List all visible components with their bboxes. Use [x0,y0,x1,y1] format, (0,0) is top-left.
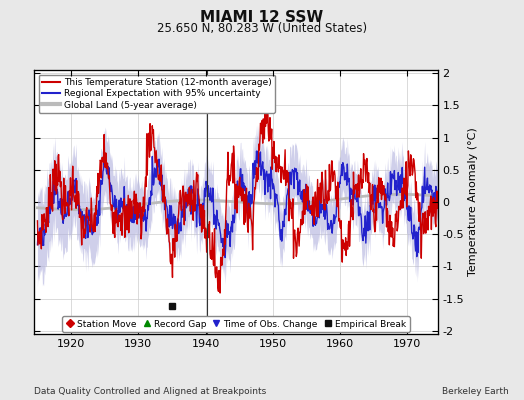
Y-axis label: Temperature Anomaly (°C): Temperature Anomaly (°C) [468,128,478,276]
Text: Data Quality Controlled and Aligned at Breakpoints: Data Quality Controlled and Aligned at B… [34,387,266,396]
Text: MIAMI 12 SSW: MIAMI 12 SSW [200,10,324,25]
Text: 25.650 N, 80.283 W (United States): 25.650 N, 80.283 W (United States) [157,22,367,35]
Legend: Station Move, Record Gap, Time of Obs. Change, Empirical Break: Station Move, Record Gap, Time of Obs. C… [62,316,410,332]
Text: Berkeley Earth: Berkeley Earth [442,387,508,396]
